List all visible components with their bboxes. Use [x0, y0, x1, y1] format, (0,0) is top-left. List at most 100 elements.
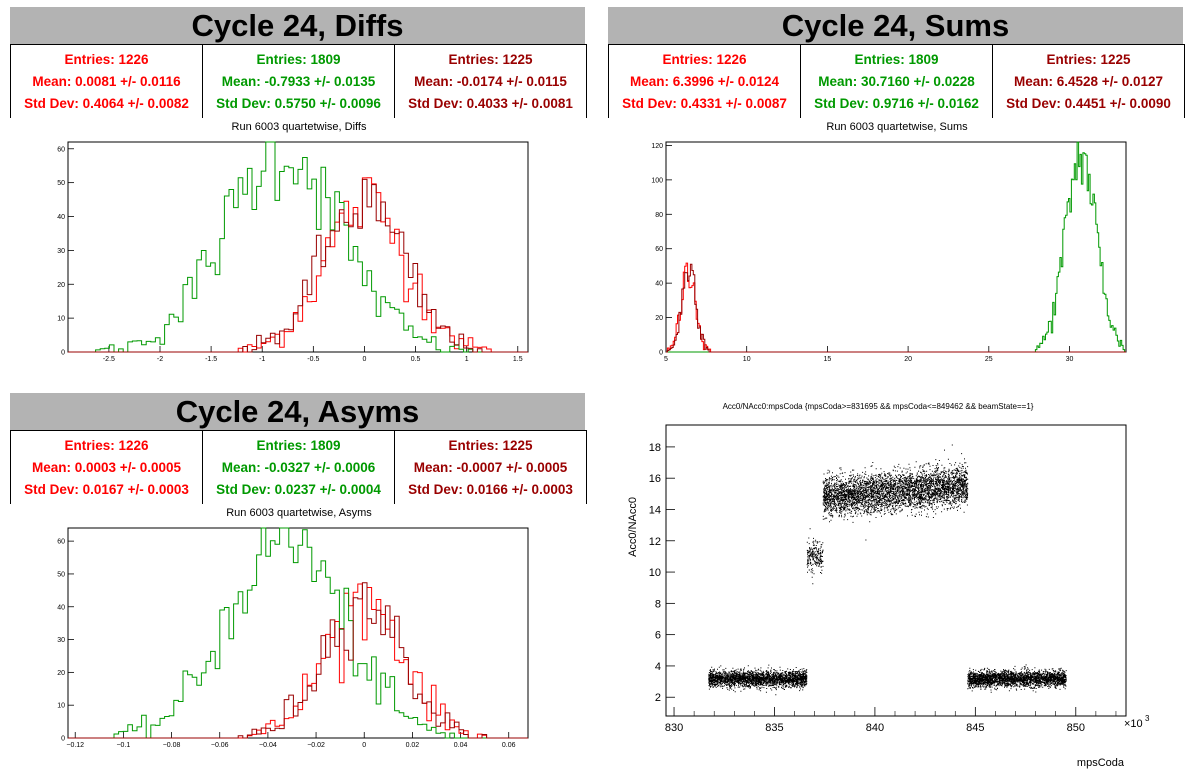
asyms-stats-series2: Entries: 1809 Mean: -0.0327 +/- 0.0006 S…	[203, 430, 395, 504]
x-tick-label: −0.06	[211, 742, 229, 749]
y-tick-label: 6	[655, 630, 661, 642]
plot-frame	[67, 141, 529, 353]
histogram-series-1	[68, 177, 528, 353]
y-tick-label: 120	[651, 143, 663, 150]
diffs-stats-box: Entries: 1226 Mean: 0.0081 +/- 0.0116 St…	[10, 44, 587, 118]
y-tick-label: 16	[649, 473, 661, 485]
x-tick-label: 0.02	[406, 742, 420, 749]
histogram-series-2	[68, 141, 528, 353]
y-tick-label: 0	[61, 736, 65, 743]
diffs-stats-series1: Entries: 1226 Mean: 0.0081 +/- 0.0116 St…	[11, 44, 203, 118]
scatter-x-axis-label: mpsCoda	[1077, 757, 1125, 769]
y-tick-label: 12	[649, 536, 661, 548]
mean-label: Mean: 6.3996 +/- 0.0124	[630, 73, 779, 89]
histogram-series-3	[68, 582, 528, 739]
x-tick-label: −0.1	[116, 742, 130, 749]
x-tick-label: −0.04	[259, 742, 277, 749]
std-label: Std Dev: 0.4451 +/- 0.0090	[1006, 96, 1171, 112]
scatter-x-exponent-power: 3	[1145, 714, 1150, 723]
entries-label: Entries: 1226	[662, 51, 747, 67]
plot-frame	[665, 424, 1127, 717]
scatter-x-exponent: ×10	[1124, 718, 1143, 730]
x-tick-label: 845	[966, 722, 984, 734]
sums-hist-title: Run 6003 quartetwise, Sums	[826, 121, 968, 133]
asyms-histogram: −0.12 −0.1 −0.08 −0.06 −0.04 −0.02 0 0.02 0.04 0.…	[57, 527, 529, 749]
y-tick-label: 10	[57, 316, 65, 323]
sums-stats-box: Entries: 1226 Mean: 6.3996 +/- 0.0124 St…	[608, 44, 1185, 118]
x-tick-label: −0.08	[163, 742, 181, 749]
x-tick-label: 0	[362, 742, 366, 749]
scatter-plot: Acc0/NAcc0:mpsCoda {mpsCoda>=831695 && m…	[627, 402, 1150, 769]
y-tick-label: 30	[57, 248, 65, 255]
mean-label: Mean: 6.4528 +/- 0.0127	[1014, 73, 1163, 89]
diffs-histogram: -2.5 -2 -1.5 -1 -0.5 0 0.5 1 1.5 0 10 20 30 40 50 60	[57, 141, 529, 363]
std-label: Std Dev: 0.4033 +/- 0.0081	[408, 96, 573, 112]
mean-label: Mean: 0.0081 +/- 0.0116	[32, 73, 181, 89]
x-tick-label: 840	[866, 722, 884, 734]
y-tick-label: 8	[655, 598, 661, 610]
mean-label: Mean: -0.7933 +/- 0.0135	[221, 73, 376, 89]
mean-label: Mean: -0.0327 +/- 0.0006	[221, 459, 376, 475]
diffs-hist-title: Run 6003 quartetwise, Diffs	[231, 121, 367, 133]
y-tick-label: 50	[57, 571, 65, 578]
sums-stats-series3: Entries: 1225 Mean: 6.4528 +/- 0.0127 St…	[993, 44, 1184, 118]
std-label: Std Dev: 0.0237 +/- 0.0004	[216, 482, 381, 498]
entries-label: Entries: 1809	[256, 51, 341, 67]
std-label: Std Dev: 0.0166 +/- 0.0003	[408, 482, 573, 498]
plot-frame	[67, 527, 529, 739]
diffs-stats-series3: Entries: 1225 Mean: -0.0174 +/- 0.0115 S…	[395, 44, 586, 118]
y-tick-label: 30	[57, 637, 65, 644]
x-tick-label: 835	[765, 722, 783, 734]
entries-label: Entries: 1226	[64, 437, 149, 453]
y-tick-label: 20	[57, 282, 65, 289]
std-label: Std Dev: 0.5750 +/- 0.0096	[216, 96, 381, 112]
x-tick-label: 30	[1066, 356, 1074, 363]
x-tick-label: 850	[1067, 722, 1085, 734]
scatter-points	[708, 444, 1067, 696]
diffs-stats-series2: Entries: 1809 Mean: -0.7933 +/- 0.0135 S…	[203, 44, 395, 118]
x-tick-label: 0.5	[411, 356, 421, 363]
mean-label: Mean: -0.0174 +/- 0.0115	[414, 73, 567, 89]
entries-label: Entries: 1809	[256, 437, 341, 453]
entries-label: Entries: 1225	[448, 437, 533, 453]
asyms-stats-series1: Entries: 1226 Mean: 0.0003 +/- 0.0005 St…	[11, 430, 203, 504]
scatter-title: Acc0/NAcc0:mpsCoda {mpsCoda>=831695 && m…	[723, 402, 1034, 411]
histogram-series-2	[68, 527, 528, 739]
y-tick-label: 10	[649, 567, 661, 579]
y-tick-label: 4	[655, 661, 661, 673]
x-tick-label: 0	[362, 356, 366, 363]
y-tick-label: 80	[655, 212, 663, 219]
x-tick-label: 25	[985, 356, 993, 363]
asyms-title: Cycle 24, Asyms	[10, 393, 585, 430]
x-tick-label: -1.5	[205, 356, 217, 363]
std-label: Std Dev: 0.4331 +/- 0.0087	[622, 96, 787, 112]
y-tick-label: 18	[649, 442, 661, 454]
x-tick-label: -2	[157, 356, 163, 363]
entries-label: Entries: 1225	[448, 51, 533, 67]
x-tick-label: 5	[664, 356, 668, 363]
histogram-series-3	[666, 263, 1126, 353]
y-tick-label: 40	[655, 281, 663, 288]
x-tick-label: 10	[743, 356, 751, 363]
x-tick-label: 20	[904, 356, 912, 363]
x-tick-label: 1	[465, 356, 469, 363]
x-tick-label: 15	[824, 356, 832, 363]
x-tick-label: 1.5	[513, 356, 523, 363]
asyms-panel: Cycle 24, Asyms Entries: 1226 Mean: 0.00…	[0, 386, 598, 772]
sums-title: Cycle 24, Sums	[608, 7, 1183, 44]
std-label: Std Dev: 0.9716 +/- 0.0162	[814, 96, 979, 112]
x-tick-label: 0.04	[454, 742, 468, 749]
y-tick-label: 100	[651, 177, 663, 184]
scatter-y-axis-label: Acc0/NAcc0	[627, 497, 639, 557]
sums-stats-series1: Entries: 1226 Mean: 6.3996 +/- 0.0124 St…	[609, 44, 801, 118]
sums-panel: Cycle 24, Sums Entries: 1226 Mean: 6.399…	[598, 0, 1196, 386]
y-tick-label: 60	[57, 539, 65, 546]
x-tick-label: −0.12	[66, 742, 84, 749]
y-tick-label: 20	[655, 315, 663, 322]
x-tick-label: −0.02	[307, 742, 325, 749]
x-tick-label: -1	[259, 356, 265, 363]
mean-label: Mean: 0.0003 +/- 0.0005	[32, 459, 181, 475]
y-tick-label: 40	[57, 604, 65, 611]
diffs-panel: Cycle 24, Diffs Entries: 1226 Mean: 0.00…	[0, 0, 598, 386]
